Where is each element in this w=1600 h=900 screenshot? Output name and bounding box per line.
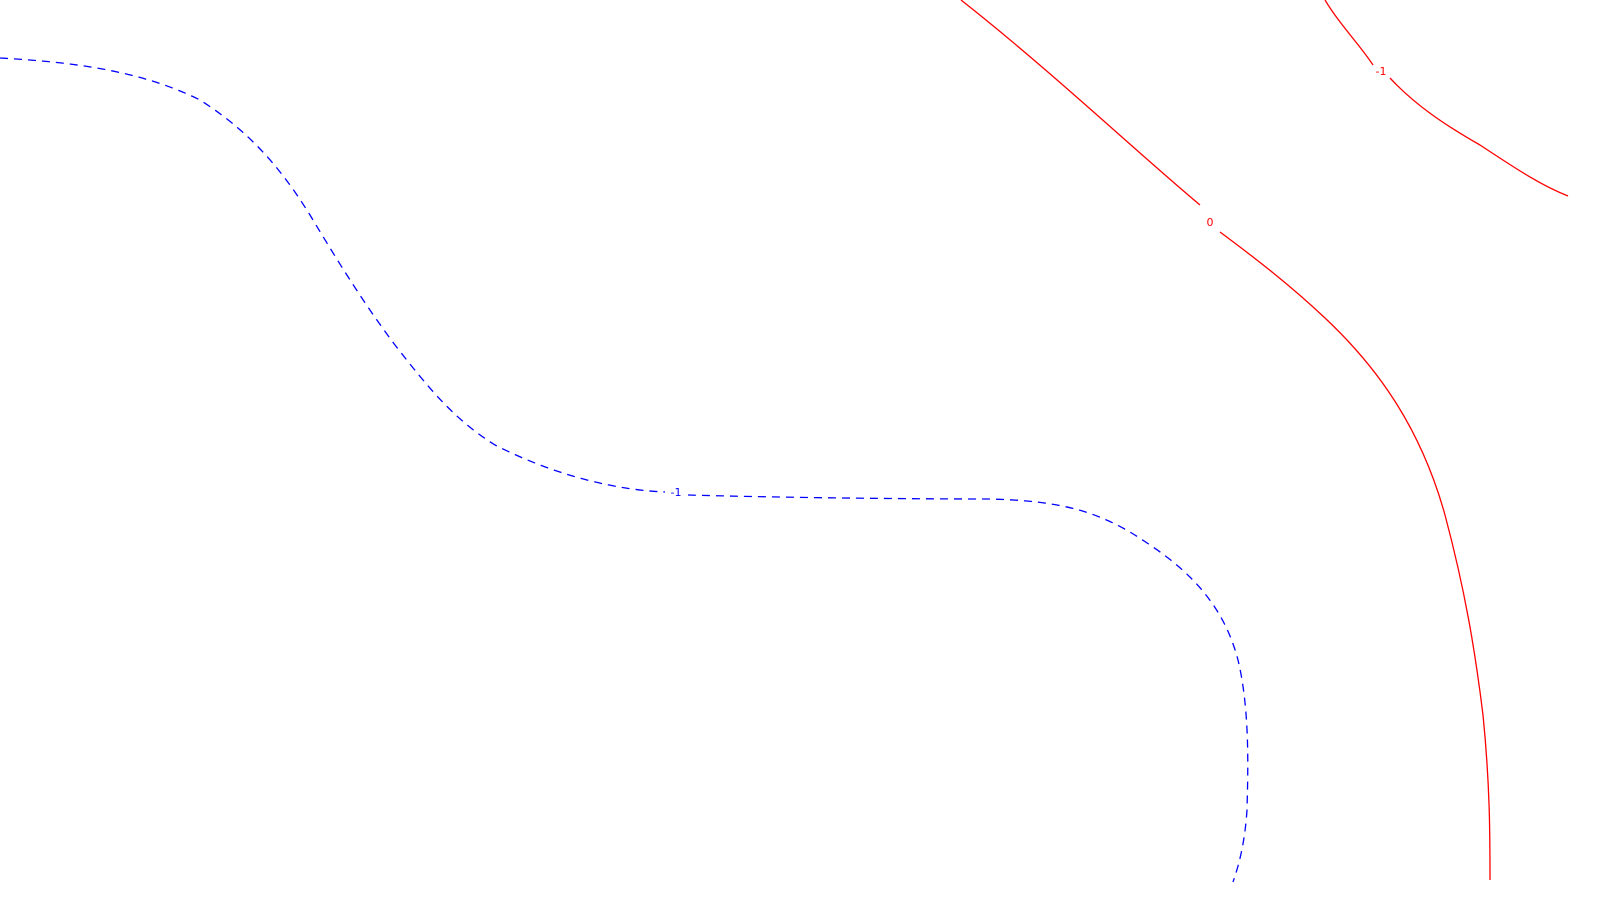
- contour-red-neg1: -1: [1324, 0, 1569, 197]
- contour-line-blue-neg1: [0, 57, 1249, 883]
- contour-line-red-neg1: [1324, 0, 1569, 197]
- contour-label-blue-neg1: -1: [671, 486, 682, 499]
- contour-label-red-neg1: -1: [1376, 65, 1387, 78]
- contour-blue-neg1: -1: [0, 57, 1249, 883]
- contour-line-red-0: [960, 0, 1491, 881]
- contour-label-red-0: 0: [1207, 216, 1214, 229]
- contour-red-0: 0: [960, 0, 1491, 881]
